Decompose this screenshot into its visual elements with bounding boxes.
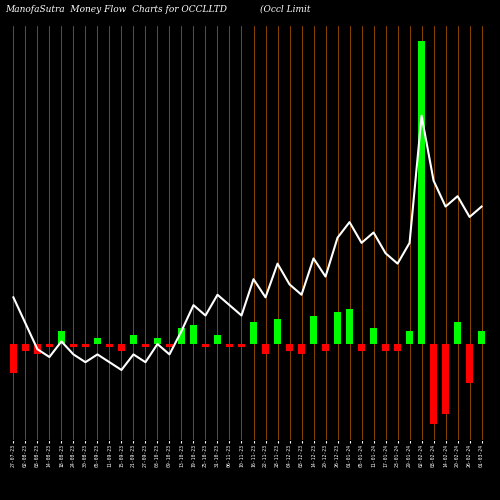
Bar: [394, 344, 401, 350]
Bar: [34, 344, 40, 354]
Bar: [142, 344, 149, 348]
Bar: [178, 328, 185, 344]
Bar: [106, 344, 112, 348]
Bar: [190, 325, 197, 344]
Bar: [262, 344, 269, 354]
Bar: [382, 344, 389, 350]
Bar: [466, 344, 473, 383]
Bar: [478, 332, 485, 344]
Bar: [118, 344, 124, 350]
Bar: [346, 309, 353, 344]
Bar: [22, 344, 29, 350]
Bar: [418, 41, 425, 344]
Bar: [166, 344, 173, 348]
Bar: [10, 344, 16, 373]
Bar: [130, 334, 137, 344]
Bar: [82, 344, 88, 348]
Text: (Occl Limit: (Occl Limit: [260, 5, 310, 14]
Bar: [358, 344, 365, 350]
Bar: [274, 318, 281, 344]
Bar: [430, 344, 437, 424]
Bar: [310, 316, 317, 344]
Bar: [334, 312, 341, 344]
Bar: [202, 344, 209, 348]
Bar: [58, 332, 64, 344]
Bar: [442, 344, 449, 414]
Bar: [214, 334, 221, 344]
Bar: [226, 344, 233, 348]
Bar: [94, 338, 100, 344]
Bar: [46, 344, 52, 348]
Bar: [406, 332, 413, 344]
Bar: [298, 344, 305, 354]
Bar: [250, 322, 257, 344]
Bar: [454, 322, 461, 344]
Bar: [322, 344, 329, 350]
Bar: [238, 344, 245, 348]
Bar: [70, 344, 76, 348]
Bar: [154, 338, 161, 344]
Bar: [370, 328, 377, 344]
Bar: [286, 344, 293, 350]
Text: ManofaSutra  Money Flow  Charts for OCCLLTD: ManofaSutra Money Flow Charts for OCCLLT…: [5, 5, 227, 14]
